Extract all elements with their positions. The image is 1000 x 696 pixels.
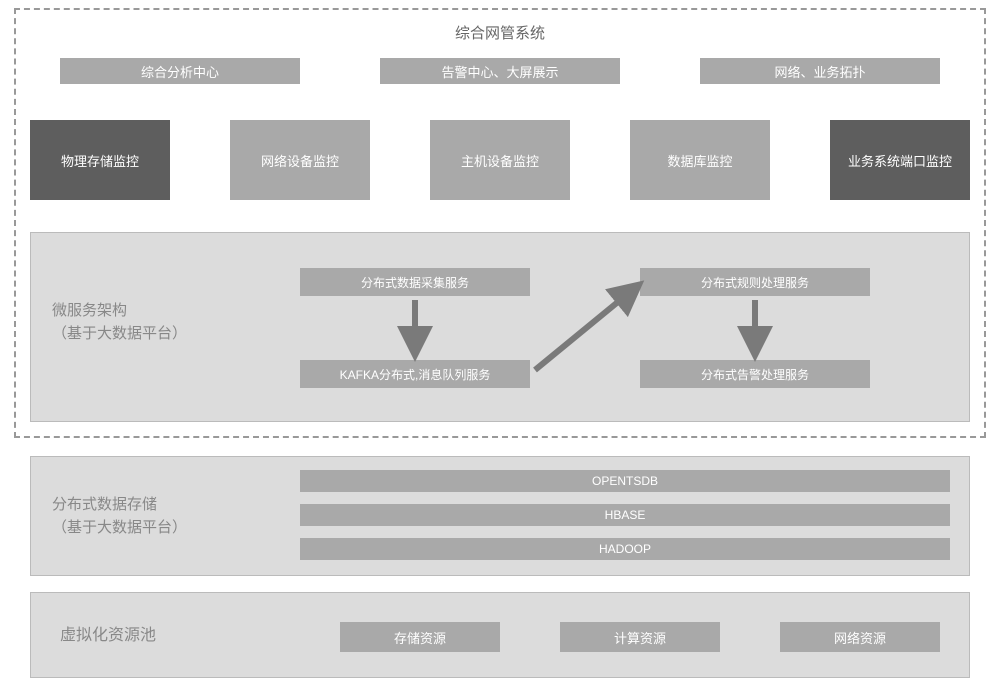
pool-compute: 计算资源 [560, 622, 720, 652]
row2-network-device: 网络设备监控 [230, 120, 370, 200]
row2-host-device: 主机设备监控 [430, 120, 570, 200]
micro-kafka-queue: KAFKA分布式,消息队列服务 [300, 360, 530, 388]
stack-opentsdb: OPENTSDB [300, 470, 950, 492]
micro-data-collect: 分布式数据采集服务 [300, 268, 530, 296]
micro-rule-process: 分布式规则处理服务 [640, 268, 870, 296]
system-title: 综合网管系统 [400, 22, 600, 43]
pool-label: 虚拟化资源池 [60, 624, 156, 648]
pool-storage: 存储资源 [340, 622, 500, 652]
storage-label-line2: （基于大数据平台） [52, 517, 187, 540]
row2-biz-port: 业务系统端口监控 [830, 120, 970, 200]
microservice-label-line1: 微服务架构 [52, 300, 187, 323]
pool-network: 网络资源 [780, 622, 940, 652]
row1-analysis-center: 综合分析中心 [60, 58, 300, 84]
row1-topology: 网络、业务拓扑 [700, 58, 940, 84]
row2-database: 数据库监控 [630, 120, 770, 200]
storage-label-line1: 分布式数据存储 [52, 494, 187, 517]
row1-alarm-center: 告警中心、大屏展示 [380, 58, 620, 84]
microservice-label: 微服务架构 （基于大数据平台） [52, 300, 187, 345]
storage-label: 分布式数据存储 （基于大数据平台） [52, 494, 187, 539]
microservice-label-line2: （基于大数据平台） [52, 323, 187, 346]
stack-hbase: HBASE [300, 504, 950, 526]
stack-hadoop: HADOOP [300, 538, 950, 560]
row2-physical-storage: 物理存储监控 [30, 120, 170, 200]
micro-alarm-process: 分布式告警处理服务 [640, 360, 870, 388]
